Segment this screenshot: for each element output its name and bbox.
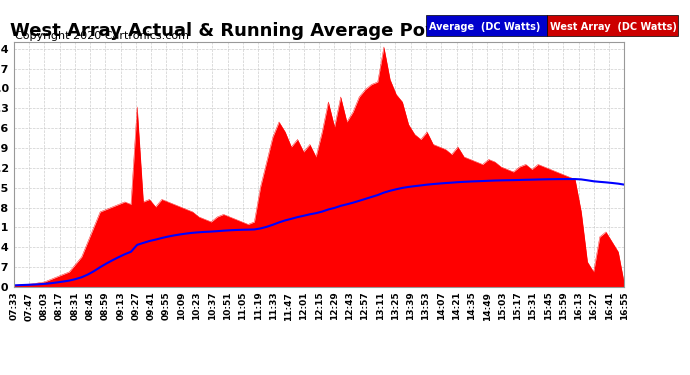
Text: West Array  (DC Watts): West Array (DC Watts) xyxy=(550,22,677,32)
Text: Copyright 2020 Cartronics.com: Copyright 2020 Cartronics.com xyxy=(15,32,189,41)
Title: West Array Actual & Running Average Power Sat Feb 1 17:05: West Array Actual & Running Average Powe… xyxy=(10,22,628,40)
Text: Average  (DC Watts): Average (DC Watts) xyxy=(429,22,540,32)
